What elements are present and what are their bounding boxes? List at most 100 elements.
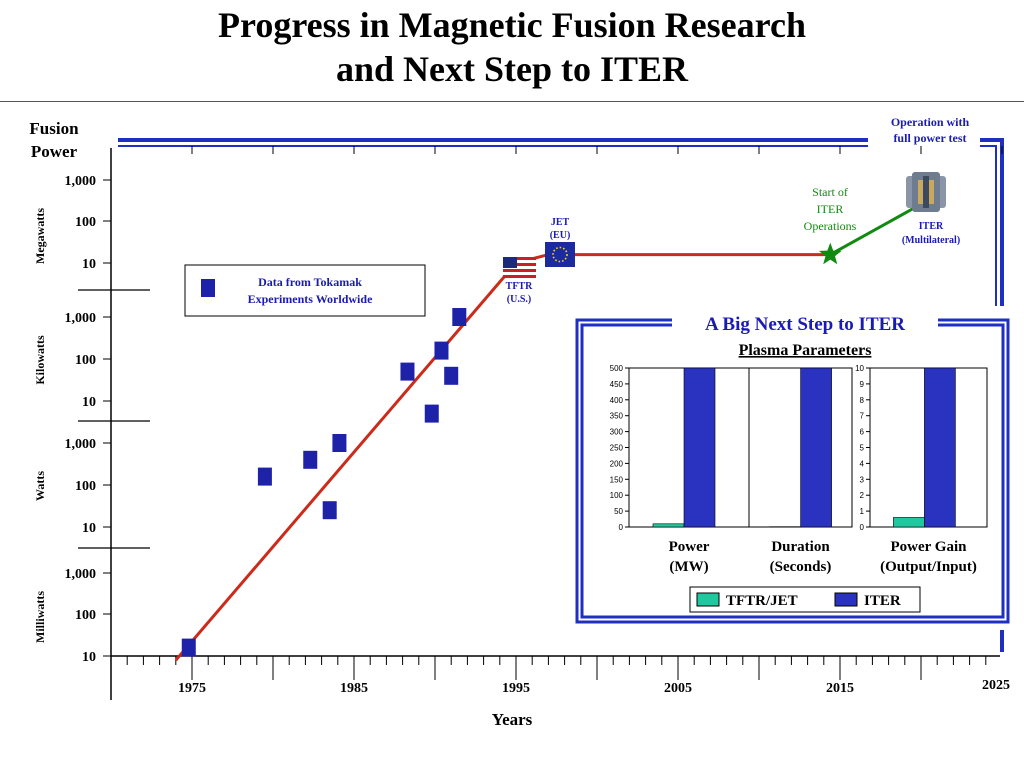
iter-label-line-1: ITER xyxy=(919,221,944,232)
plasma-parameters-inset: A Big Next Step to ITER Plasma Parameter… xyxy=(575,312,1010,624)
y-tick-label: 10 xyxy=(82,257,96,272)
x-tick-label: 2015 xyxy=(826,681,854,696)
inset-y-tick-label: 0 xyxy=(860,523,865,532)
data-point xyxy=(400,362,415,381)
x-tick-label: 1985 xyxy=(340,681,368,696)
inset-bar-tftr-jet xyxy=(893,517,925,528)
jet-label-line-1: JET xyxy=(551,217,570,228)
tftr-label-line-1: TFTR xyxy=(506,281,533,292)
inset-bar-iter xyxy=(800,367,832,528)
y-tick-label: 100 xyxy=(75,215,96,230)
legend-swatch-tftr-jet xyxy=(696,592,720,607)
inset-category-label-line-2: (Output/Input) xyxy=(880,559,977,575)
x-tick-label: 2025 xyxy=(982,678,1010,693)
jet-label-line-2: (EU) xyxy=(550,230,571,241)
inset-y-tick-label: 8 xyxy=(860,396,865,405)
inset-y-tick-label: 400 xyxy=(610,396,624,405)
y-tick-label: 100 xyxy=(75,479,96,494)
inset-subtitle: Plasma Parameters xyxy=(739,342,872,359)
y-tick-label: 100 xyxy=(75,608,96,623)
unit-labels: Milliwatts Watts Kilowatts Megawatts xyxy=(33,208,47,643)
legend-label-iter: ITER xyxy=(864,593,901,609)
inset-category-label-line-2: (Seconds) xyxy=(770,559,832,575)
inset-title: A Big Next Step to ITER xyxy=(705,314,905,335)
unit-label-milliwatts: Milliwatts xyxy=(33,591,47,643)
x-tick-label: 1995 xyxy=(502,681,530,696)
unit-label-watts: Watts xyxy=(33,471,47,501)
inset-category-label-line-1: Duration xyxy=(771,539,830,555)
inset-y-tick-label: 350 xyxy=(610,412,624,421)
y-tick-label: 1,000 xyxy=(65,311,97,326)
y-tick-label: 1,000 xyxy=(65,174,97,189)
inset-y-tick-label: 5 xyxy=(860,444,865,453)
data-point xyxy=(434,341,449,360)
inset-bar-tftr-jet xyxy=(652,523,685,528)
eu-flag-icon xyxy=(545,242,575,267)
legend-box: Data from Tokamak Experiments Worldwide xyxy=(184,264,426,317)
x-tick-label: 1975 xyxy=(178,681,206,696)
data-point xyxy=(452,308,467,326)
page-title-line-1: Progress in Magnetic Fusion Research xyxy=(218,5,806,45)
y-tick-label: 100 xyxy=(75,353,96,368)
inset-y-tick-label: 4 xyxy=(860,459,865,468)
legend-label-tftr-jet: TFTR/JET xyxy=(726,593,798,609)
inset-category-label-line-1: Power xyxy=(669,539,710,555)
y-axis-label-line-1: Fusion xyxy=(29,119,79,138)
y-tick-label: 1,000 xyxy=(65,567,97,582)
chart-axes xyxy=(78,146,1003,700)
inset-y-tick-label: 0 xyxy=(619,523,624,532)
legend-swatch-iter xyxy=(834,592,858,607)
iter-line xyxy=(829,207,914,256)
inset-y-tick-label: 200 xyxy=(610,459,624,468)
data-point xyxy=(424,404,439,423)
data-point xyxy=(444,366,459,385)
unit-label-megawatts: Megawatts xyxy=(33,208,47,264)
data-point xyxy=(303,450,318,469)
chart-frame xyxy=(118,128,1004,652)
inset-y-tick-label: 500 xyxy=(610,364,624,373)
inset-y-tick-label: 2 xyxy=(860,491,865,500)
y-tick-label: 10 xyxy=(82,521,96,536)
inset-bar-group: 0 50 100 150 200 250 300 350 400 450 500 Power (MW) xyxy=(610,364,750,575)
inset-legend: TFTR/JET ITER xyxy=(689,586,921,613)
legend-text-line-1: Data from Tokamak xyxy=(258,275,362,289)
us-flag-icon xyxy=(503,257,536,278)
inset-y-tick-label: 450 xyxy=(610,380,624,389)
x-tick-labels: 1975 1985 1995 2005 2015 2025 xyxy=(178,678,1010,696)
y-axis-label-line-2: Power xyxy=(31,142,78,161)
inset-y-tick-label: 10 xyxy=(855,364,864,373)
page-title-line-2: and Next Step to ITER xyxy=(335,49,689,89)
inset-y-tick-label: 6 xyxy=(860,428,865,437)
data-points xyxy=(181,308,467,657)
y-tick-label: 1,000 xyxy=(65,437,97,452)
inset-y-tick-label: 300 xyxy=(610,428,624,437)
start-iter-label-line-2: ITER xyxy=(817,202,844,216)
inset-bar-group: Duration (Seconds) xyxy=(748,367,853,575)
start-iter-label-line-3: Operations xyxy=(804,219,857,233)
iter-label-line-2: (Multilateral) xyxy=(902,235,960,246)
inset-bar-groups: 050100150200250300350400450500Power(MW)D… xyxy=(610,364,988,575)
inset-y-tick-label: 3 xyxy=(860,475,865,484)
y-tick-label: 10 xyxy=(82,395,96,410)
inset-category-label-line-1: Power Gain xyxy=(891,539,968,555)
inset-y-tick-label: 1 xyxy=(860,507,865,516)
data-point xyxy=(332,434,347,452)
inset-y-tick-label: 150 xyxy=(610,475,624,484)
operation-label-line-2: full power test xyxy=(893,131,966,145)
iter-tokamak-icon xyxy=(906,172,946,212)
inset-bar-group: 0 1 2 3 4 5 6 7 8 9 10 Power Gain (Output/Input) xyxy=(855,364,988,575)
inset-y-tick-label: 50 xyxy=(614,507,623,516)
inset-y-tick-label: 9 xyxy=(860,380,865,389)
inset-bar-iter xyxy=(924,367,956,528)
legend-marker xyxy=(201,279,215,297)
inset-bar-iter xyxy=(683,367,716,528)
inset-y-tick-label: 250 xyxy=(610,444,624,453)
inset-y-tick-label: 100 xyxy=(610,491,624,500)
data-point xyxy=(257,467,272,486)
legend-text-line-2: Experiments Worldwide xyxy=(248,292,373,306)
start-iter-label-line-1: Start of xyxy=(812,185,848,199)
x-tick-label: 2005 xyxy=(664,681,692,696)
title-divider xyxy=(0,101,1024,102)
unit-label-kilowatts: Kilowatts xyxy=(33,335,47,385)
